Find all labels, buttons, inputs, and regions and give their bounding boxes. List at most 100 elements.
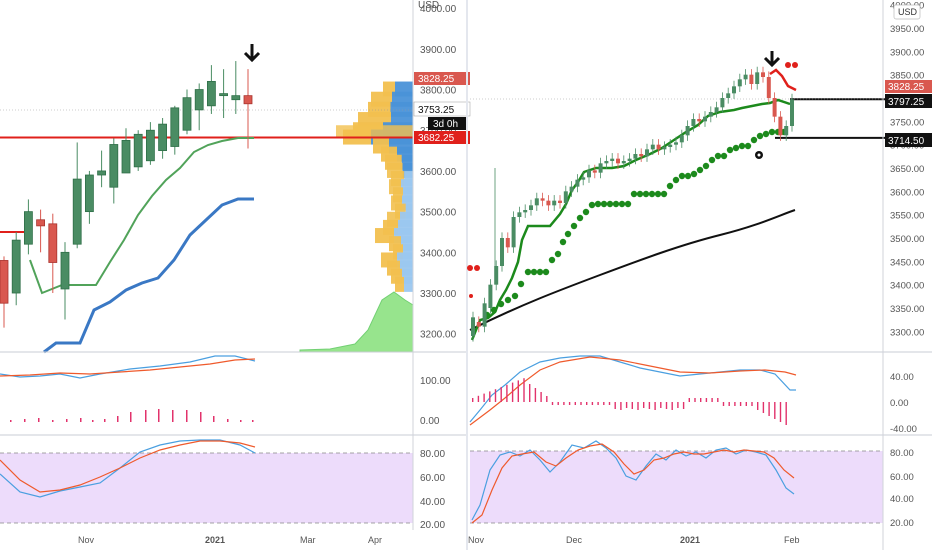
right-macd-hist-bar xyxy=(551,402,554,405)
right-candle-body xyxy=(500,238,504,266)
right-candle-body xyxy=(650,144,655,150)
right-price-tick-label: 3400.00 xyxy=(890,281,924,292)
right-stop-dot xyxy=(768,128,776,136)
right-price-tick-label: 3900.00 xyxy=(890,47,924,58)
right-stop-dot xyxy=(504,296,512,304)
right-stop-dot xyxy=(690,170,698,178)
right-macd-hist-bar xyxy=(517,380,519,402)
right-signal-line xyxy=(469,356,797,426)
right-candle-body xyxy=(703,116,707,122)
right-stop-dot xyxy=(570,222,578,230)
right-macd-hist-bar xyxy=(580,402,582,405)
left-top-price-tag: 3828.25 xyxy=(414,72,470,85)
left-macd-hist-bar xyxy=(92,420,94,422)
right-candle-body xyxy=(743,74,748,80)
right-candle-body xyxy=(563,191,568,203)
right-macd-hist-bar xyxy=(677,402,679,408)
right-stop-dot xyxy=(714,152,722,160)
right-macd-hist-bar xyxy=(711,398,713,402)
left-volume-profile-bar xyxy=(395,203,406,219)
right-candle-body xyxy=(523,210,528,213)
right-stop-dot xyxy=(548,256,556,264)
right-stop-dot xyxy=(684,172,692,180)
right-macd-hist-bar xyxy=(608,402,611,405)
right-candle-body xyxy=(569,186,574,192)
right-macd-hist-bar xyxy=(591,402,594,405)
right-candle-body xyxy=(662,147,667,150)
left-candle-body xyxy=(231,95,241,101)
left-countdown-tag: 3d 0h xyxy=(428,117,466,130)
right-macd-pane: 40.00 0.00 -40.00 xyxy=(469,355,917,435)
left-stoch-tick-label: 60.00 xyxy=(420,473,445,484)
right-currency-label: USD xyxy=(898,7,918,17)
left-stoch-d xyxy=(0,440,256,493)
left-time-label: 2021 xyxy=(205,535,225,545)
right-stop-dot xyxy=(600,200,608,208)
right-macd-hist-bar xyxy=(529,384,531,402)
right-stop-dot xyxy=(756,132,764,140)
right-current-price-value: 3797.25 xyxy=(888,97,925,108)
right-price-tick-label: 3600.00 xyxy=(890,187,924,198)
right-candle-body xyxy=(558,200,562,203)
right-macd-hist-bar xyxy=(694,398,696,402)
left-price-tick-label: 3200.00 xyxy=(420,330,457,341)
right-candle-body xyxy=(656,144,661,150)
right-stop-dot xyxy=(497,300,505,308)
right-macd-hist-bar xyxy=(511,382,514,402)
left-current-price-value: 3753.25 xyxy=(418,105,455,116)
right-candle-body xyxy=(697,119,702,122)
left-candles xyxy=(0,61,253,328)
right-candle-body xyxy=(691,119,696,126)
right-candle-body xyxy=(546,200,551,206)
right-stop-dot xyxy=(536,268,544,276)
left-time-axis: Nov 2021 Mar Apr xyxy=(78,535,382,545)
right-macd-hist-bar xyxy=(597,402,599,405)
left-candle-body xyxy=(182,97,192,131)
right-stochastic-pane: 80.00 60.00 40.00 20.00 xyxy=(470,440,914,529)
right-candle-body xyxy=(476,322,481,327)
right-candle-body xyxy=(714,107,719,112)
right-currency-badge[interactable]: USD xyxy=(893,4,921,20)
right-stop-dot xyxy=(636,190,644,198)
right-candle-body xyxy=(621,161,626,164)
right-macd-hist-bar xyxy=(620,402,622,410)
right-stop-dot xyxy=(606,200,614,208)
right-candle-body xyxy=(598,163,603,173)
left-stoch-tick-label: 40.00 xyxy=(420,497,445,508)
left-stoch-tick-label: 80.00 xyxy=(420,449,445,460)
right-macd-tick-label: 40.00 xyxy=(890,372,914,383)
right-candle-body xyxy=(633,154,638,159)
right-support-price-value: 3714.50 xyxy=(888,136,925,147)
right-macd-hist-bar xyxy=(700,398,702,402)
right-black-ma xyxy=(469,209,796,331)
right-price-tick-label: 3350.00 xyxy=(890,304,924,315)
left-green-ma xyxy=(29,137,254,295)
left-time-label: Apr xyxy=(368,535,382,545)
right-stop-dot xyxy=(660,190,668,198)
left-macd-hist-bar xyxy=(52,420,54,422)
right-candle-body xyxy=(610,158,615,161)
left-volume-profile-bar xyxy=(402,268,413,284)
alarm-clock-icon xyxy=(755,151,763,159)
right-stop-dot xyxy=(702,162,710,170)
left-candle-body xyxy=(170,107,180,147)
right-macd-hist-bar xyxy=(682,402,685,409)
left-macd-hist-bar xyxy=(227,419,229,422)
left-price-tick-label: 3900.00 xyxy=(420,45,457,56)
right-top-price-value: 3828.25 xyxy=(888,82,925,93)
right-macd-hist-bar xyxy=(751,402,753,406)
right-time-label: Nov xyxy=(468,535,485,545)
right-macd-hist-bar xyxy=(654,402,656,410)
right-candle-body xyxy=(708,112,713,117)
left-rsi-band xyxy=(0,453,413,523)
left-macd-hist-bar xyxy=(10,420,12,422)
right-current-price-tag: 3797.25 xyxy=(885,94,932,108)
right-candle-body xyxy=(534,198,539,206)
left-weekly-chart[interactable]: 100.00 0.00 80.00 60.00 40.00 20.00 4000.00 3… xyxy=(0,0,471,545)
left-candle-body xyxy=(206,80,216,107)
left-blue-ma xyxy=(43,197,254,354)
right-stop-dot xyxy=(490,306,498,314)
left-down-arrow-icon xyxy=(243,44,261,63)
